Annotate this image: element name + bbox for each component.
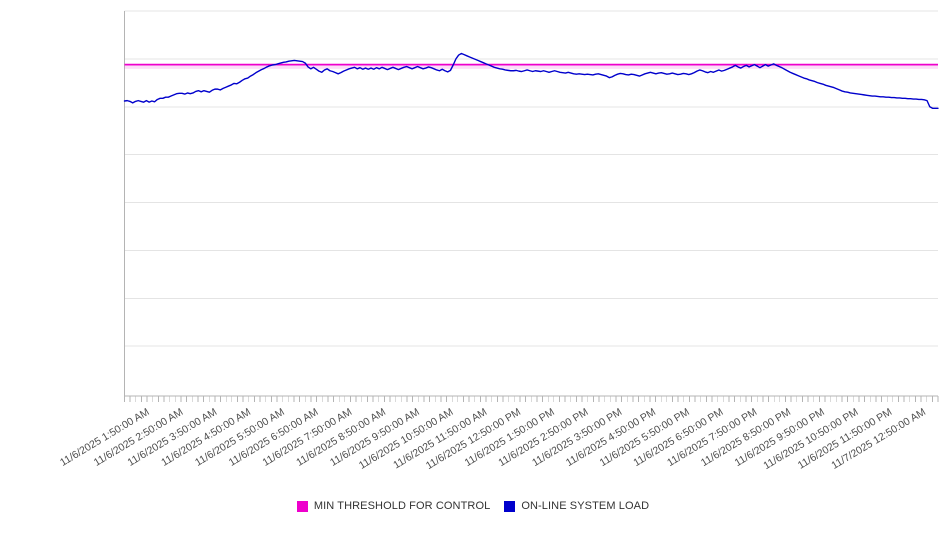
series-min-threshold-for-control — [124, 63, 938, 69]
series-on-line-system-load — [123, 52, 939, 109]
chart-legend: MIN THRESHOLD FOR CONTROL ON-LINE SYSTEM… — [0, 496, 946, 516]
legend-label-min-threshold-for-control: MIN THRESHOLD FOR CONTROL — [313, 500, 491, 512]
legend-swatch-min-threshold-for-control — [296, 500, 308, 512]
legend-label-on-line-system-load: ON-LINE SYSTEM LOAD — [521, 500, 650, 512]
legend-swatch-on-line-system-load — [504, 500, 516, 512]
legend-item-on-line-system-load[interactable]: ON-LINE SYSTEM LOAD — [504, 500, 649, 512]
x-minor-ticks — [124, 396, 939, 402]
gridlines — [124, 10, 938, 347]
legend-item-min-threshold-for-control[interactable]: MIN THRESHOLD FOR CONTROL — [296, 500, 491, 512]
load-line — [123, 52, 939, 109]
